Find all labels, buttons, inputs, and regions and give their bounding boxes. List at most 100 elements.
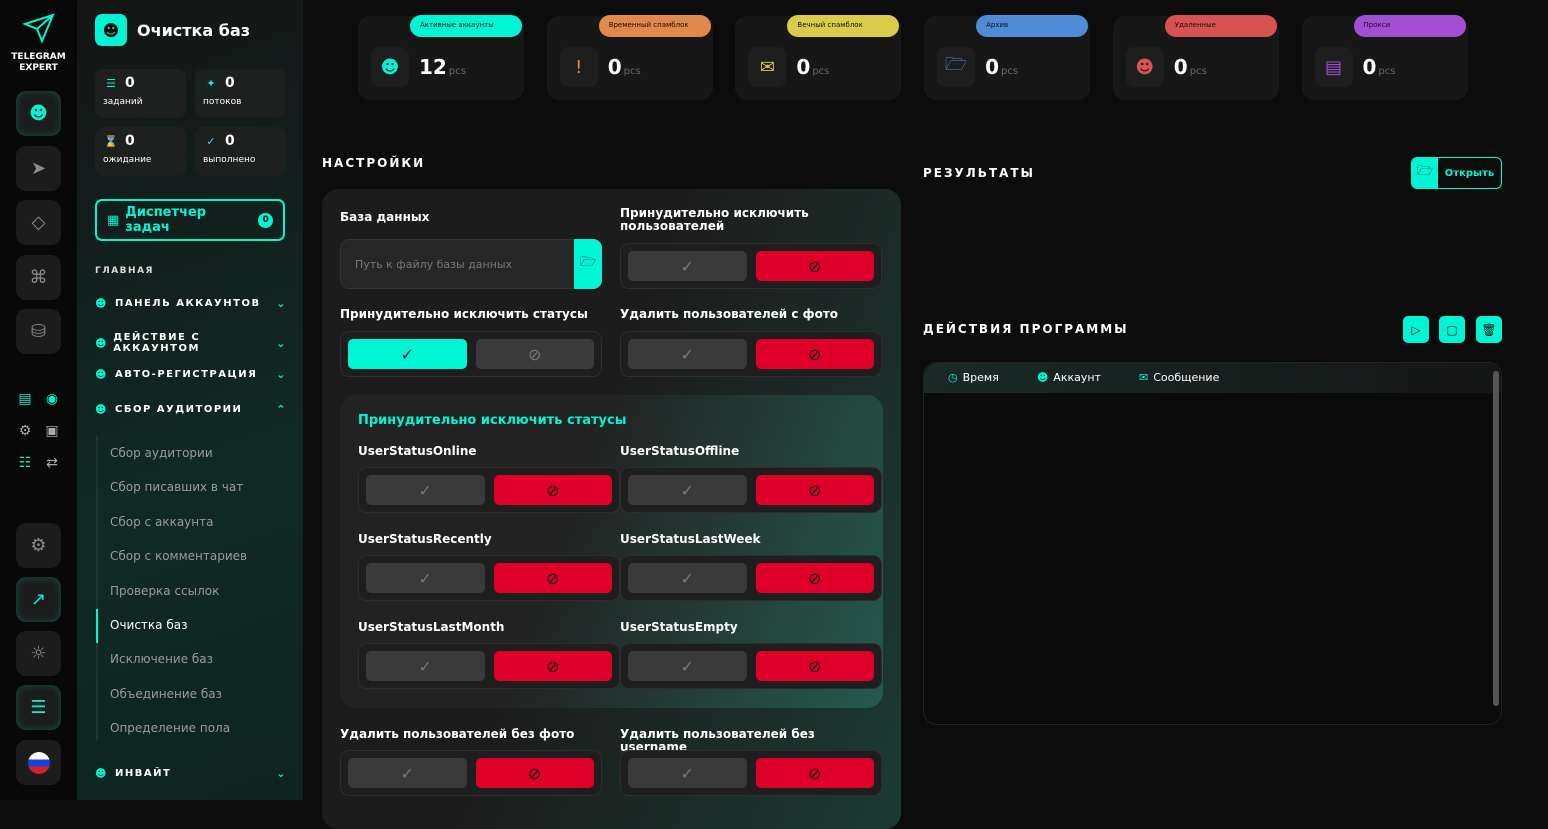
disable-option[interactable]: ⊘: [755, 651, 874, 681]
open-results-button[interactable]: 🗁 Открыть: [1411, 157, 1502, 189]
chevron-down-icon: ⌄: [276, 297, 287, 310]
server-check-icon[interactable]: ▤: [18, 391, 32, 407]
enable-option[interactable]: ✓: [628, 339, 747, 369]
card-unit: pcs: [623, 66, 641, 77]
card-value: 0: [796, 55, 811, 79]
diamond-icon[interactable]: ◇: [16, 200, 61, 245]
settings-icon[interactable]: ⚙: [16, 523, 61, 568]
disable-option[interactable]: ⊘: [755, 251, 874, 281]
stat-2: ⌛ 0 ожидание: [95, 127, 186, 176]
subnav-item[interactable]: Исключение баз: [110, 652, 214, 667]
nav-item-0[interactable]: ☻ ПАНЕЛЬ АККАУНТОВ ⌄: [95, 297, 287, 310]
enable-option[interactable]: ✓: [348, 339, 467, 369]
enable-option[interactable]: ✓: [628, 475, 747, 505]
external-link-icon[interactable]: ↗: [16, 577, 61, 622]
browse-folder-button[interactable]: 🗁: [574, 239, 602, 289]
stat-card[interactable]: Прокси ▤ 0 pcs: [1301, 10, 1468, 100]
block-icon: ⊘: [546, 656, 560, 676]
disable-option[interactable]: ⊘: [493, 651, 612, 681]
user-network-icon[interactable]: ◉: [45, 391, 59, 407]
status-toggle: ✓ ⊘: [358, 643, 620, 689]
enable-option[interactable]: ✓: [348, 758, 467, 788]
force_users-label: Принудительно исключить пользователей: [620, 206, 809, 233]
enable-option[interactable]: ✓: [628, 563, 747, 593]
nav-label: ДЕЙСТВИЕ С АККАУНТОМ: [113, 332, 201, 354]
card-value: 0: [1362, 55, 1377, 79]
log-scrollbar[interactable]: [1493, 371, 1499, 706]
status-label: UserStatusLastWeek: [620, 532, 761, 546]
enable-option[interactable]: ✓: [366, 651, 485, 681]
open-label: Открыть: [1444, 167, 1495, 179]
code-window-icon[interactable]: ▣: [45, 423, 59, 439]
convert-icon[interactable]: ⇄: [46, 455, 58, 471]
nav-item-4[interactable]: ☻ ИНВАЙТ ⌄: [95, 767, 287, 780]
status-label: UserStatusEmpty: [620, 620, 738, 634]
command-icon[interactable]: ⌘: [16, 255, 61, 300]
database-path-input[interactable]: Путь к файлу базы данных: [340, 239, 602, 289]
subnav-item[interactable]: Проверка ссылок: [110, 583, 220, 598]
check-icon: ✓: [418, 656, 432, 676]
enable-option[interactable]: ✓: [628, 651, 747, 681]
subnav-item[interactable]: Сбор аудитории: [110, 446, 213, 460]
database-icon[interactable]: ⛁: [16, 309, 61, 354]
user-icon[interactable]: ☻: [16, 91, 61, 136]
status-toggle: ✓ ⊘: [620, 467, 882, 513]
disable-option[interactable]: ⊘: [493, 475, 612, 505]
stat-card[interactable]: Активные аккаунты ☻ 12 pcs: [358, 10, 524, 100]
nav-item-3[interactable]: ☻ СБОР АУДИТОРИИ ⌃: [95, 403, 287, 416]
disable-option[interactable]: ⊘: [475, 758, 594, 788]
gear-list-icon[interactable]: ⚙: [18, 423, 32, 439]
stat-card[interactable]: Временный спамблок! 0 pcs: [546, 10, 713, 100]
play-button[interactable]: ▷: [1403, 316, 1429, 343]
proxy-icon: ▤: [1314, 47, 1353, 87]
language-button[interactable]: [16, 740, 61, 785]
flag-ru-icon: [27, 751, 50, 774]
task-dispatcher-button[interactable]: ▦ Диспетчер задач 0: [95, 199, 285, 241]
document-check-icon[interactable]: ☷: [18, 455, 32, 471]
status-label: UserStatusRecently: [358, 532, 492, 546]
user-icon: ☻: [1036, 371, 1049, 384]
enable-option[interactable]: ✓: [366, 563, 485, 593]
stat-value: 0: [225, 75, 235, 91]
page-title: ☻ Очистка баз: [95, 14, 250, 46]
nav-item-1[interactable]: ☻ ДЕЙСТВИЕ С АККАУНТОМ ⌄: [95, 332, 287, 354]
stat-card[interactable]: Архив 🗁 0 pcs: [924, 10, 1091, 100]
disable-option[interactable]: ⊘: [755, 563, 874, 593]
send-icon[interactable]: ➤: [16, 146, 61, 191]
check-icon: ✓: [680, 344, 694, 364]
block-icon: ⊘: [808, 568, 822, 588]
users-icon: ☻: [95, 336, 108, 350]
del_no_username-toggle: ✓ ⊘: [620, 750, 882, 796]
card-tag: Прокси: [1353, 15, 1466, 37]
subnav-item[interactable]: Определение пола: [110, 721, 231, 736]
column-account: ☻ Аккаунт: [1036, 371, 1101, 384]
subnav-item[interactable]: Очистка баз: [110, 618, 188, 632]
subnav-item[interactable]: Сбор с аккаунта: [110, 514, 214, 529]
stop-button[interactable]: ▢: [1439, 316, 1465, 343]
subnav-item[interactable]: Объединение баз: [110, 686, 223, 701]
theme-icon[interactable]: ☼: [16, 631, 61, 676]
sliders-icon[interactable]: ☰: [16, 685, 61, 730]
enable-option[interactable]: ✓: [628, 251, 747, 281]
disable-option[interactable]: ⊘: [475, 339, 594, 369]
subnav-item[interactable]: Сбор с комментариев: [110, 549, 248, 564]
stat-card[interactable]: Удаленные ☻ 0 pcs: [1112, 10, 1279, 100]
statuses-panel: Принудительно исключить статусы UserStat…: [340, 395, 883, 708]
disable-option[interactable]: ⊘: [493, 563, 612, 593]
disable-option[interactable]: ⊘: [755, 339, 874, 369]
disable-option[interactable]: ⊘: [755, 475, 874, 505]
disable-option[interactable]: ⊘: [755, 758, 874, 788]
check-icon: ✓: [680, 480, 694, 500]
subnav-item[interactable]: Сбор писавших в чат: [110, 480, 244, 495]
stat-card[interactable]: Вечный спамблок ✉ 0 pcs: [735, 10, 902, 100]
block-icon: ⊘: [546, 480, 560, 500]
enable-option[interactable]: ✓: [628, 758, 747, 788]
play-icon: ▷: [1411, 322, 1421, 337]
status-toggle: ✓ ⊘: [358, 467, 620, 513]
del_no_photo-toggle: ✓ ⊘: [340, 750, 602, 796]
nav-item-2[interactable]: ☻ АВТО-РЕГИСТРАЦИЯ ⌄: [95, 368, 287, 381]
force_statuses-toggle: ✓ ⊘: [340, 331, 602, 377]
clear-log-button[interactable]: 🗑: [1476, 316, 1502, 343]
check-icon: ✓: [680, 568, 694, 588]
enable-option[interactable]: ✓: [366, 475, 485, 505]
